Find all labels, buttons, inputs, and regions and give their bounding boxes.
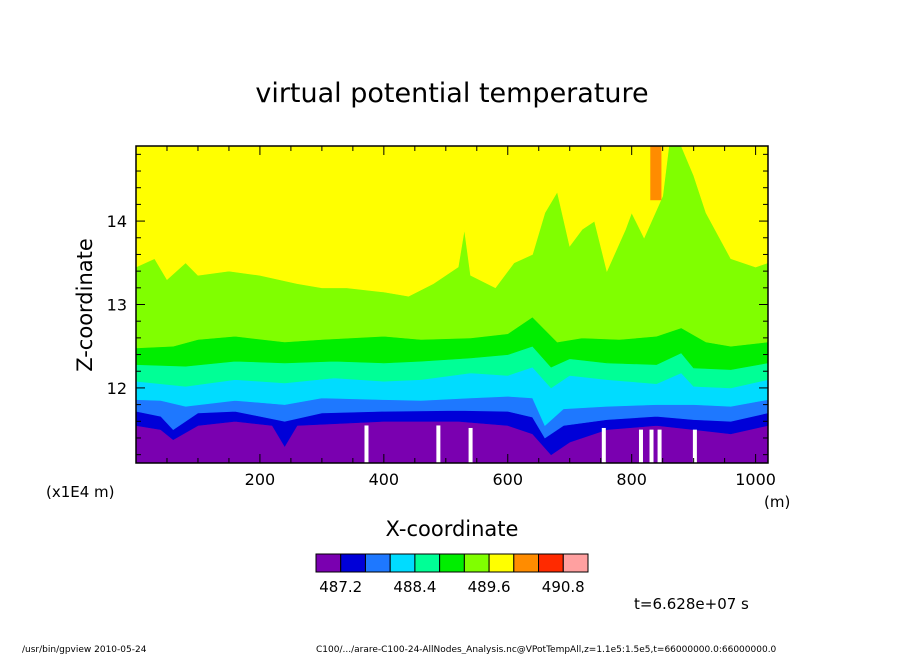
colorbar-label: 488.4 — [393, 578, 436, 596]
time-label: t=6.628e+07 s — [634, 595, 749, 613]
missing-data-gap — [638, 429, 643, 463]
colorbar-swatch — [538, 553, 564, 573]
colorbar-swatch — [364, 553, 391, 573]
missing-data-gap — [436, 425, 441, 463]
x-axis-label: X-coordinate — [386, 517, 519, 541]
contour-patch — [650, 146, 662, 201]
colorbar-swatch — [439, 553, 465, 573]
axis-tick-layer: 200 400 600 800 1000 12 13 14 — [107, 146, 776, 489]
x-tick-label: 1000 — [735, 470, 776, 489]
missing-data-gap — [364, 425, 369, 463]
colorbar-swatch — [340, 553, 366, 573]
y-tick-label: 13 — [107, 296, 127, 315]
colorbar-swatch — [488, 553, 515, 573]
contour-band — [135, 145, 769, 297]
colorbar-swatch — [414, 553, 441, 573]
colorbar-swatch — [513, 553, 540, 573]
missing-data-gap — [692, 429, 697, 463]
missing-data-gap — [601, 427, 606, 463]
missing-data-gap — [468, 427, 473, 463]
x-tick-label: 400 — [369, 470, 400, 489]
x-tick-label: 200 — [245, 470, 276, 489]
y-axis-label: Z-coordinate — [73, 238, 97, 372]
colorbar-swatch — [562, 553, 589, 573]
x-axis-scale-label: (x1E4 m) — [46, 483, 115, 501]
y-tick-label: 12 — [107, 379, 127, 398]
colorbar-label: 487.2 — [319, 578, 362, 596]
footer-data-source: C100/.../arare-C100-24-AllNodes_Analysis… — [316, 645, 777, 654]
colorbar-swatch — [463, 553, 490, 573]
missing-data-gap — [657, 429, 662, 463]
x-tick-label: 800 — [616, 470, 647, 489]
y-tick-label: 14 — [107, 212, 127, 231]
colorbar-label: 489.6 — [468, 578, 511, 596]
x-tick-label: 600 — [492, 470, 523, 489]
colorbar-swatch — [315, 553, 342, 573]
chart-title: virtual potential temperature — [255, 78, 648, 109]
colorbar: 487.2 488.4 489.6 490.8 — [315, 553, 589, 596]
colorbar-label: 490.8 — [542, 578, 585, 596]
colorbar-swatch — [389, 553, 416, 573]
footer-program-date: /usr/bin/gpview 2010-05-24 — [22, 645, 147, 654]
contour-fill-layer — [135, 145, 769, 464]
missing-data-gap — [649, 429, 654, 463]
x-axis-unit-label: (m) — [764, 493, 790, 511]
